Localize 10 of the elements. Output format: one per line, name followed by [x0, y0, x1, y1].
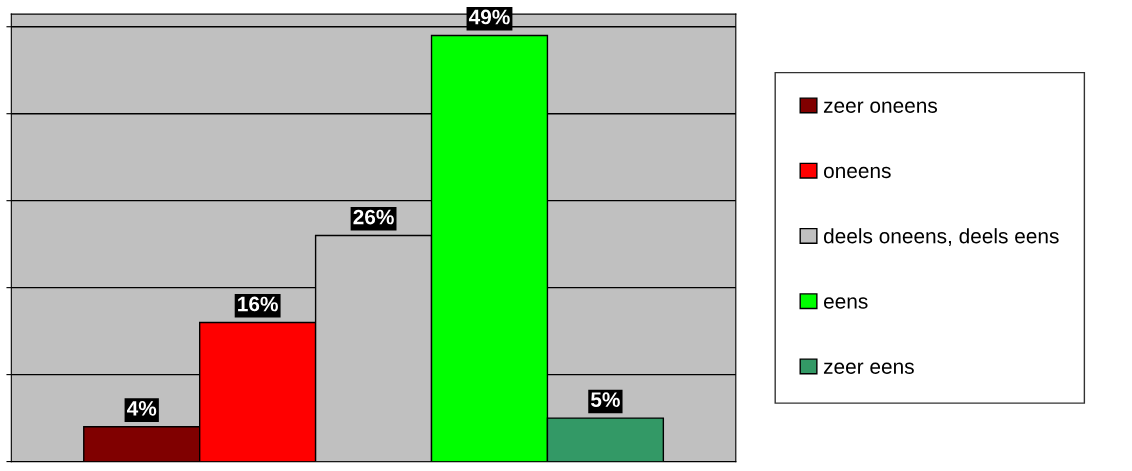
data-label: 26%: [353, 209, 394, 225]
legend-label: zeer oneens: [823, 101, 938, 113]
legend-label: deels oneens, deels eens: [823, 228, 1059, 246]
data-label: 4%: [126, 401, 157, 416]
legend-label: oneens: [823, 166, 891, 179]
legend-label: zeer eens: [823, 362, 914, 374]
data-label: 5%: [590, 392, 620, 408]
data-label: 16%: [238, 296, 278, 312]
legend-label: eens: [824, 297, 868, 309]
data-label: 49%: [468, 9, 510, 25]
